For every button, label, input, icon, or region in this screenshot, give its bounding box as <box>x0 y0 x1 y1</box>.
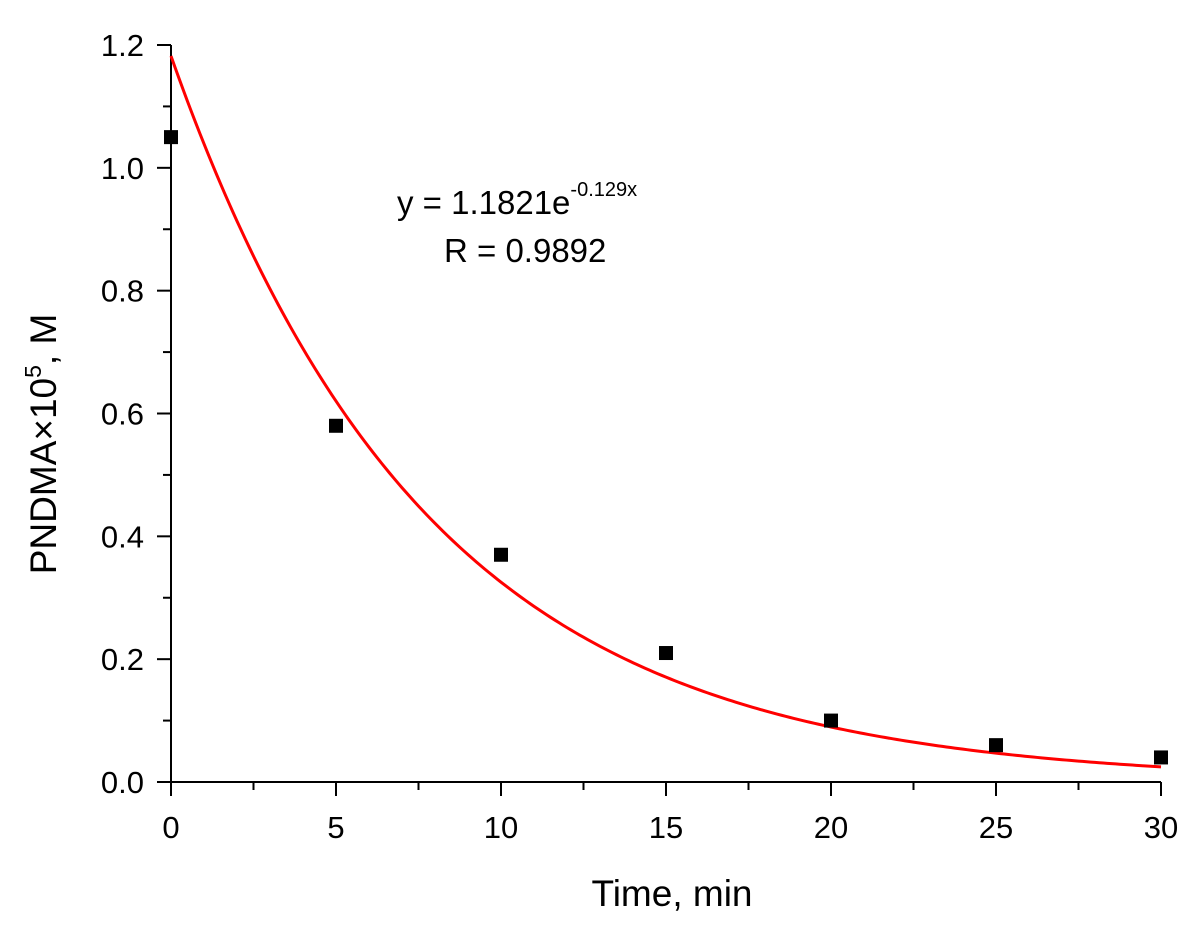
x-tick-label: 15 <box>649 810 683 845</box>
data-point <box>1154 750 1168 765</box>
y-axis-tick-labels: 0.0 0.2 0.4 0.6 0.8 1.0 1.2 <box>101 28 144 800</box>
fit-equation-exponent: -0.129x <box>570 179 637 201</box>
exponential-fit-curve <box>169 55 1162 769</box>
axes <box>170 45 1161 783</box>
x-tick-label: 10 <box>484 810 518 845</box>
y-axis-title-exponent: 5 <box>20 365 46 378</box>
y-tick-label: 0.8 <box>101 274 144 309</box>
data-point <box>494 547 508 562</box>
y-tick-label: 0.0 <box>101 765 144 800</box>
y-axis-ticks <box>157 44 171 783</box>
x-axis-title: Time, min <box>591 873 752 914</box>
x-tick-label: 25 <box>979 810 1013 845</box>
fit-r-value: R = 0.9892 <box>444 232 606 269</box>
data-point <box>164 130 178 145</box>
x-axis-tick-labels: 0 5 10 15 20 25 30 <box>162 810 1178 845</box>
data-point <box>329 418 343 433</box>
data-point <box>824 713 838 728</box>
data-point <box>989 738 1003 753</box>
y-axis-title-unit: , M <box>23 314 64 365</box>
y-tick-label: 1.0 <box>101 151 144 186</box>
x-tick-label: 5 <box>327 810 344 845</box>
fit-equation-main: y = 1.1821e <box>397 184 570 221</box>
y-tick-label: 0.6 <box>101 397 144 432</box>
y-tick-label: 1.2 <box>101 28 144 63</box>
data-points <box>164 130 1168 765</box>
y-tick-label: 0.2 <box>101 642 144 677</box>
fit-equation: y = 1.1821e-0.129x <box>397 179 637 221</box>
y-tick-label: 0.4 <box>101 519 144 554</box>
data-point <box>659 646 673 661</box>
x-axis-ticks <box>170 782 1162 796</box>
x-tick-label: 30 <box>1144 810 1178 845</box>
x-tick-label: 20 <box>814 810 848 845</box>
x-tick-label: 0 <box>162 810 179 845</box>
y-axis-title: PNDMA×105, M <box>20 314 64 575</box>
y-axis-title-main: PNDMA×10 <box>23 378 64 574</box>
